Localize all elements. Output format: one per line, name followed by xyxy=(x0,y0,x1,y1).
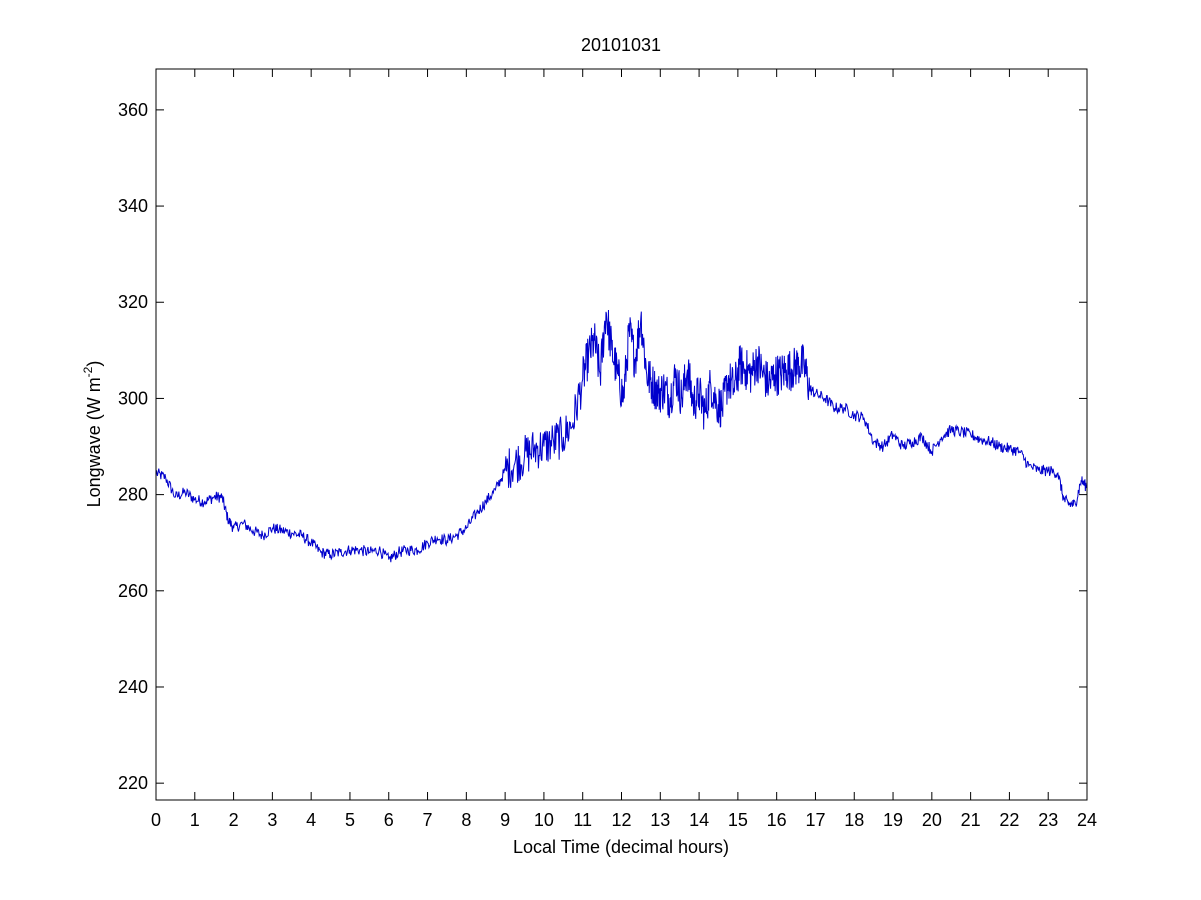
x-tick-label: 3 xyxy=(267,810,277,830)
x-tick-label: 15 xyxy=(728,810,748,830)
x-tick-label: 23 xyxy=(1038,810,1058,830)
y-tick-label: 340 xyxy=(118,196,148,216)
x-tick-label: 18 xyxy=(844,810,864,830)
y-axis-label: Longwave (W m-2) xyxy=(81,361,104,508)
y-tick-label: 240 xyxy=(118,677,148,697)
y-tick-label: 280 xyxy=(118,485,148,505)
x-tick-label: 16 xyxy=(767,810,787,830)
y-tick-label: 300 xyxy=(118,388,148,408)
x-axis: 0 1 2 3 4 5 6 7 8 9 10 11 12 13 14 15 16 17 18 19 20 21 22 23 24 xyxy=(151,69,1097,830)
x-tick-label: 20 xyxy=(922,810,942,830)
x-tick-label: 17 xyxy=(805,810,825,830)
x-tick-label: 7 xyxy=(423,810,433,830)
x-tick-label: 21 xyxy=(961,810,981,830)
y-axis: 220 240 260 280 300 320 340 360 xyxy=(118,100,1087,793)
y-tick-label: 220 xyxy=(118,773,148,793)
y-axis-label-close: ) xyxy=(84,361,104,367)
y-axis-label-text: Longwave (W m xyxy=(84,377,104,507)
x-tick-label: 13 xyxy=(650,810,670,830)
series-line xyxy=(156,309,1087,563)
x-tick-label: 22 xyxy=(999,810,1019,830)
x-tick-label: 19 xyxy=(883,810,903,830)
y-axis-label-exponent: -2 xyxy=(81,366,95,377)
chart-marks xyxy=(156,309,1087,563)
x-tick-label: 5 xyxy=(345,810,355,830)
chart-title: 20101031 xyxy=(581,35,661,55)
x-tick-label: 8 xyxy=(461,810,471,830)
x-tick-label: 2 xyxy=(229,810,239,830)
x-tick-label: 14 xyxy=(689,810,709,830)
y-tick-label: 360 xyxy=(118,100,148,120)
x-tick-label: 4 xyxy=(306,810,316,830)
x-tick-label: 0 xyxy=(151,810,161,830)
y-tick-label: 320 xyxy=(118,292,148,312)
x-tick-label: 24 xyxy=(1077,810,1097,830)
x-tick-label: 6 xyxy=(384,810,394,830)
y-tick-label: 260 xyxy=(118,581,148,601)
x-tick-label: 9 xyxy=(500,810,510,830)
x-tick-label: 11 xyxy=(573,810,592,830)
x-tick-label: 10 xyxy=(534,810,554,830)
x-tick-label: 12 xyxy=(611,810,631,830)
x-axis-label: Local Time (decimal hours) xyxy=(513,837,729,857)
x-tick-label: 1 xyxy=(190,810,200,830)
